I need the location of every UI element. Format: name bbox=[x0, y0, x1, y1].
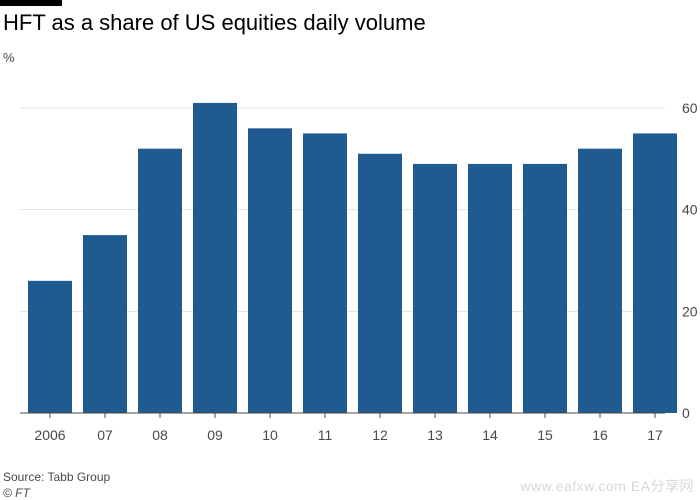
bar-10 bbox=[248, 128, 292, 414]
bar-07 bbox=[83, 235, 127, 413]
x-tick-label: 08 bbox=[152, 427, 168, 443]
x-axis bbox=[20, 412, 665, 418]
x-tick-label: 15 bbox=[537, 427, 553, 443]
y-tick-labels: 0 20 40 60 bbox=[682, 100, 698, 421]
y-unit-label: % bbox=[3, 50, 15, 65]
y-tick-label: 0 bbox=[682, 405, 690, 421]
x-tick-label: 14 bbox=[482, 427, 498, 443]
watermark: www.eafxw.com EA分享网 bbox=[520, 478, 694, 494]
y-tick-label: 60 bbox=[682, 100, 698, 116]
bar-08 bbox=[138, 148, 182, 413]
x-tick-label: 12 bbox=[372, 427, 388, 443]
x-tick-label: 10 bbox=[262, 427, 278, 443]
y-tick-label: 20 bbox=[682, 303, 698, 319]
bar-11 bbox=[303, 133, 347, 413]
bars bbox=[28, 102, 677, 414]
x-tick-label: 2006 bbox=[34, 427, 65, 443]
bar-14 bbox=[468, 163, 512, 413]
bar-16 bbox=[578, 148, 622, 413]
x-tick-label: 17 bbox=[647, 427, 663, 443]
bar-09 bbox=[193, 102, 237, 414]
x-tick-label: 13 bbox=[427, 427, 443, 443]
bar-12 bbox=[358, 153, 402, 413]
bar-15 bbox=[523, 163, 567, 413]
x-tick-label: 07 bbox=[97, 427, 113, 443]
chart-title: HFT as a share of US equities daily volu… bbox=[3, 10, 426, 35]
bar-2006 bbox=[28, 280, 72, 413]
x-tick-label: 11 bbox=[318, 427, 333, 443]
y-tick-label: 40 bbox=[682, 202, 698, 218]
ft-credit: © FT bbox=[3, 486, 30, 500]
brand-bar bbox=[0, 0, 62, 6]
bar-13 bbox=[413, 163, 457, 413]
source-note: Source: Tabb Group bbox=[3, 470, 111, 484]
x-tick-label: 09 bbox=[207, 427, 223, 443]
x-tick-label: 16 bbox=[592, 427, 608, 443]
x-tick-labels: 2006 07 08 09 10 11 12 13 14 15 16 17 bbox=[34, 427, 663, 443]
bar-17 bbox=[633, 133, 677, 413]
